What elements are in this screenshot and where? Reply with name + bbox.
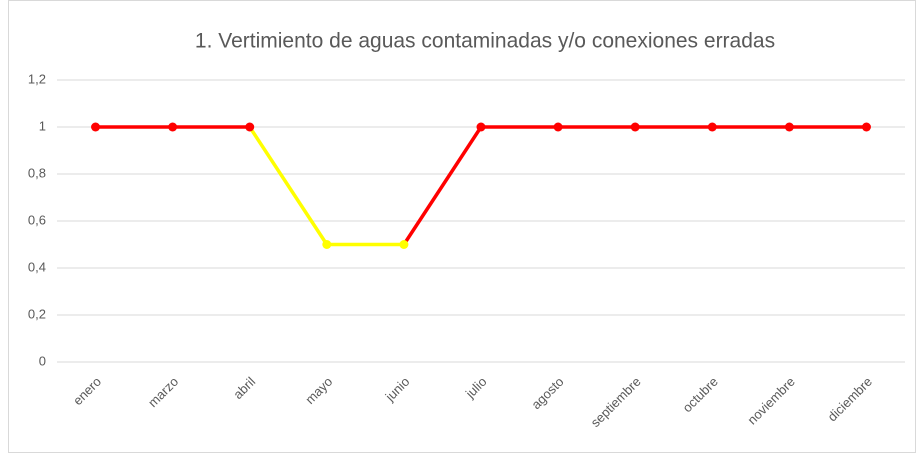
y-tick-label: 0,2 — [28, 306, 46, 321]
data-point — [861, 122, 871, 132]
data-point — [553, 122, 563, 132]
data-point — [630, 122, 640, 132]
data-point — [399, 240, 409, 249]
data-point — [91, 122, 101, 132]
data-point — [245, 122, 255, 132]
chart-title: 1. Vertimiento de aguas contaminadas y/o… — [195, 30, 775, 53]
data-point — [476, 122, 486, 132]
y-tick-label: 0,4 — [28, 259, 46, 274]
data-point — [322, 240, 332, 249]
y-tick-label: 1 — [39, 118, 46, 133]
y-tick-label: 0 — [39, 353, 46, 368]
line-segment — [402, 125, 483, 247]
y-tick-label: 0,8 — [28, 165, 46, 180]
data-point — [784, 122, 794, 132]
data-point — [707, 122, 717, 132]
y-tick-label: 0,6 — [28, 212, 46, 227]
line-segment — [247, 125, 329, 247]
chart-border — [8, 0, 916, 453]
y-tick-label: 1,2 — [28, 71, 46, 86]
data-point — [168, 122, 178, 132]
